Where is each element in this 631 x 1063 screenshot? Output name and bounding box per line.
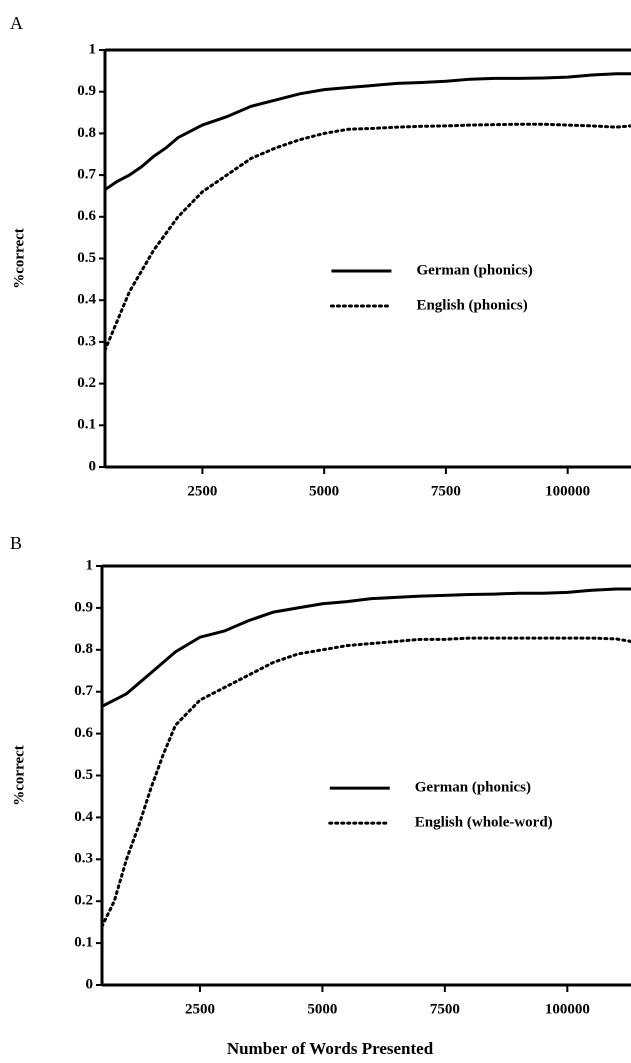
y-tick-label: 0.9: [77, 83, 96, 99]
y-axis-label: %correct: [11, 228, 27, 289]
x-tick-label: 7500: [431, 483, 461, 499]
legend-label: English (whole-word): [415, 815, 553, 831]
x-tick-label: 5000: [309, 483, 339, 499]
x-axis-label: Number of Words Presented: [227, 1039, 434, 1058]
legend-label: German (phonics): [416, 262, 532, 278]
y-tick-label: 0.2: [74, 893, 93, 909]
y-tick-label: 1: [86, 557, 94, 573]
x-tick-label: 100000: [545, 1001, 590, 1017]
y-tick-label: 0.2: [77, 375, 96, 391]
y-tick-label: 0.7: [77, 167, 96, 183]
x-tick-label: 2500: [185, 1001, 215, 1017]
series-line: [100, 636, 631, 928]
x-tick-label: 100000: [545, 483, 590, 499]
y-axis-label: %correct: [11, 745, 27, 806]
x-tick-label: 5000: [307, 1001, 337, 1017]
y-tick-label: 0.8: [74, 641, 93, 657]
y-tick-label: 0.1: [74, 935, 93, 951]
y-tick-label: 0.5: [77, 250, 96, 266]
panel-label: A: [10, 13, 23, 33]
series-line: [104, 72, 631, 191]
y-tick-label: 0.3: [77, 333, 96, 349]
y-tick-label: 0.4: [77, 292, 96, 308]
y-tick-label: 0.6: [77, 208, 96, 224]
y-tick-label: 0.7: [74, 683, 93, 699]
legend-label: English (phonics): [416, 297, 527, 313]
y-tick-label: 0.5: [74, 767, 93, 783]
y-tick-label: 0.9: [74, 599, 93, 615]
y-tick-label: 0.4: [74, 809, 93, 825]
y-tick-label: 0.3: [74, 851, 93, 867]
y-tick-label: 0.1: [77, 417, 96, 433]
x-tick-label: 7500: [430, 1001, 460, 1017]
series-line: [101, 587, 631, 708]
y-tick-label: 0: [89, 458, 97, 474]
legend-label: German (phonics): [415, 780, 531, 796]
panel-label: B: [10, 533, 22, 553]
y-tick-label: 0.8: [77, 125, 96, 141]
y-tick-label: 0: [86, 976, 94, 992]
series-line: [103, 122, 631, 352]
x-tick-label: 2500: [187, 483, 217, 499]
y-tick-label: 1: [89, 41, 97, 57]
y-tick-label: 0.6: [74, 725, 93, 741]
